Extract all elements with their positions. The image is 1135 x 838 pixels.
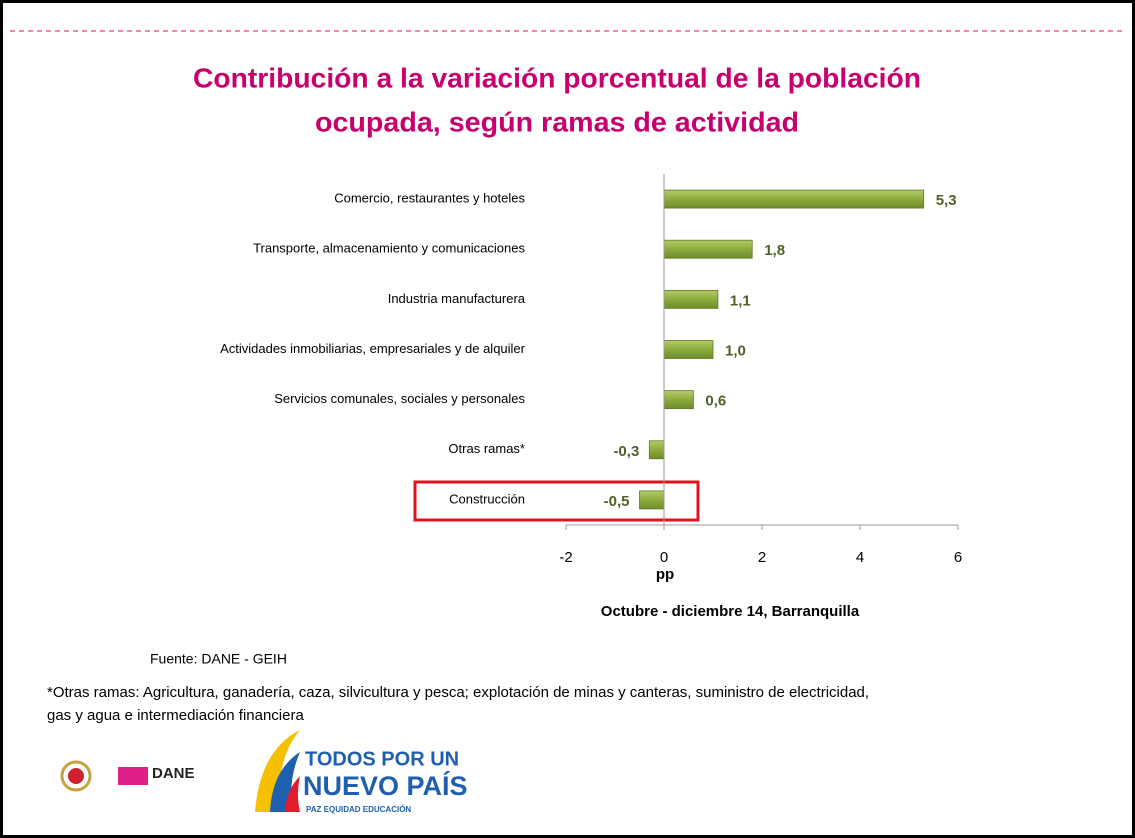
logo-text: NUEVO PAÍS (303, 770, 468, 801)
title-line: Contribución a la variación porcentual d… (193, 62, 921, 93)
plot: -2 0 2 4 6 Comercio, restaurantes y hoteles 5,… (220, 174, 962, 566)
x-tick-label: 4 (856, 549, 864, 566)
y-tick-label: Otras ramas* (448, 441, 525, 456)
source: Fuente: DANE - GEIH (150, 651, 287, 667)
highlight-box (413, 480, 700, 522)
bar (663, 189, 925, 209)
bar (663, 340, 714, 359)
y-tick-label: Servicios comunales, sociales y personal… (274, 391, 525, 406)
bar (663, 239, 753, 259)
y-tick-label: Comercio, restaurantes y hoteles (334, 191, 525, 206)
logo-text: PAZ EQUIDAD EDUCACIÓN (306, 805, 411, 814)
logo-slogan: TODOS POR UN NUEVO PAÍS PAZ EQUIDAD EDUC… (255, 730, 468, 814)
y-tick-label: Actividades inmobiliarias, empresariales… (220, 341, 526, 356)
footnote: *Otras ramas: Agricultura, ganadería, ca… (47, 684, 869, 701)
value-label: 1,1 (730, 292, 751, 309)
y-tick-label: Construcción (449, 491, 525, 506)
x-tick-label: 6 (954, 549, 962, 566)
x-tick-label: 2 (758, 549, 766, 566)
value-label: -0,5 (604, 493, 630, 510)
bar (663, 390, 694, 410)
y-tick-label: Transporte, almacenamiento y comunicacio… (253, 241, 525, 256)
y-tick-label: Industria manufacturera (388, 291, 526, 306)
x-tick-label: 0 (660, 549, 668, 566)
x-tick-label: -2 (559, 549, 572, 566)
bar (663, 289, 719, 309)
logo-dane: DANE (60, 760, 195, 792)
title-line: ocupada, según ramas de actividad (315, 106, 799, 137)
value-label: -0,3 (613, 443, 639, 460)
value-label: 1,0 (725, 342, 746, 359)
value-label: 5,3 (936, 192, 957, 209)
logo-text: DANE (152, 765, 195, 782)
value-label: 1,8 (764, 242, 785, 259)
chart-subtitle: Octubre - diciembre 14, Barranquilla (601, 603, 860, 620)
bar (648, 440, 665, 460)
bar (639, 490, 665, 510)
x-axis-label: pp (656, 566, 674, 583)
value-label: 0,6 (705, 393, 726, 410)
logo-text: TODOS POR UN (305, 748, 459, 770)
footnote: gas y agua e intermediación financiera (47, 707, 304, 724)
